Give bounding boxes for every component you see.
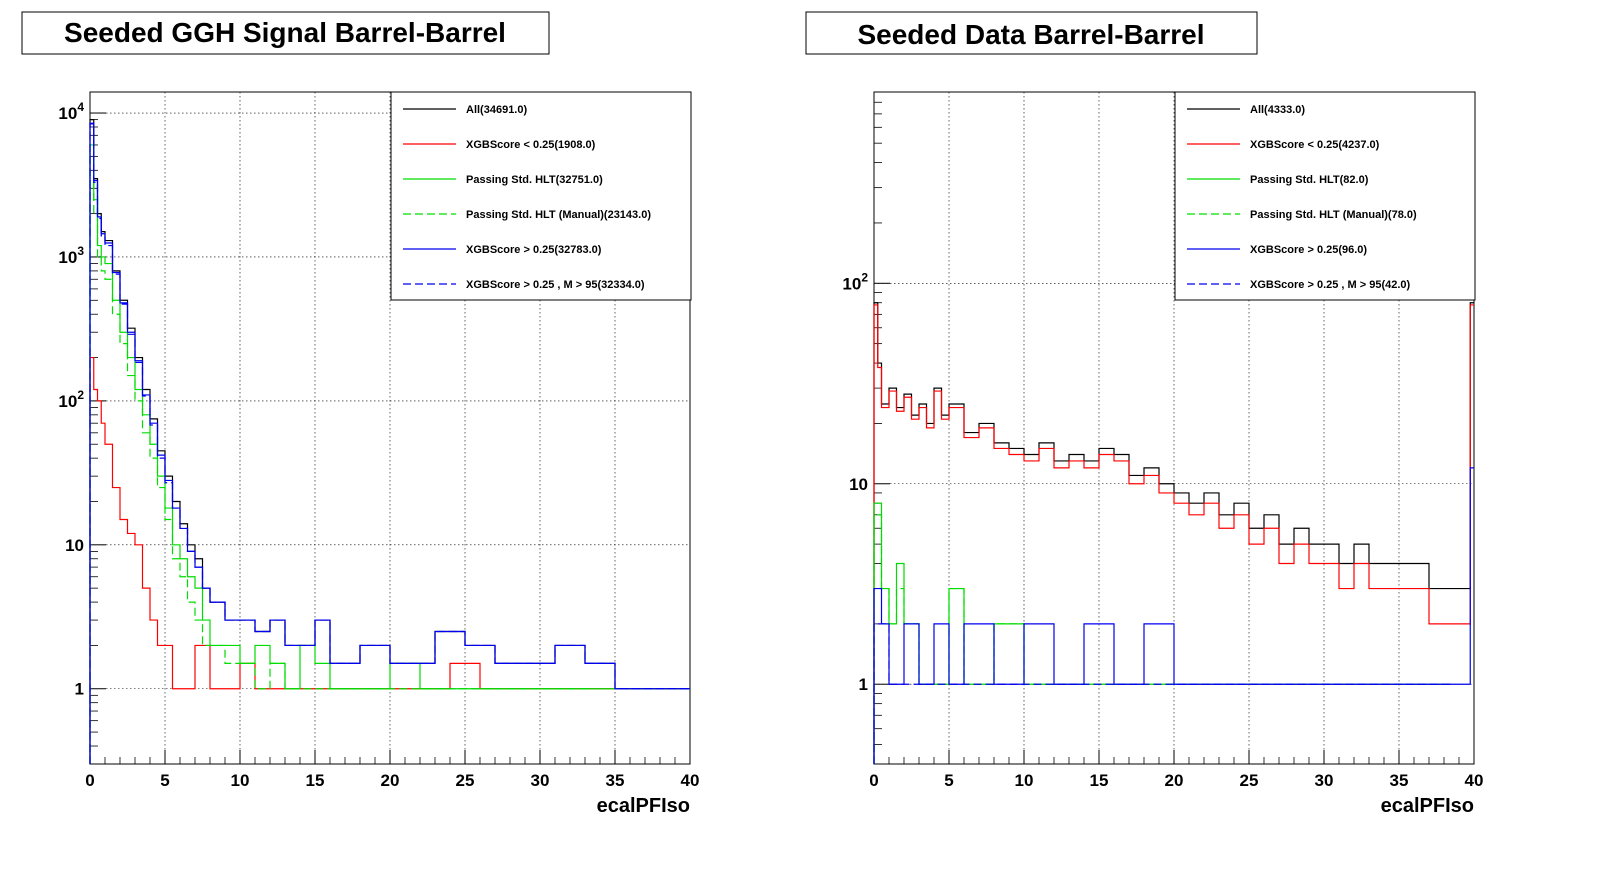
x-tick-label: 15	[306, 771, 325, 790]
chart-panel-data: Seeded Data Barrel-Barrel ecalPFIso 0 5 10…	[805, 11, 1484, 817]
legend-entry: XGBScore < 0.25(4237.0)	[1250, 139, 1380, 151]
x-tick-label: 5	[944, 771, 953, 790]
x-tick-label: 25	[456, 771, 475, 790]
series-line-5	[89, 123, 690, 764]
series-line-1	[89, 356, 690, 764]
legend-entry: XGBScore > 0.25 , M > 95(32334.0)	[466, 279, 645, 291]
y-tick-exponent: 3	[77, 244, 84, 258]
x-tick-label: 10	[231, 771, 250, 790]
y-tick-label: 10	[65, 536, 84, 555]
x-tick-label: 0	[869, 771, 878, 790]
x-tick-label: 30	[1315, 771, 1334, 790]
legend-entry: Passing Std. HLT(82.0)	[1250, 174, 1369, 186]
chart-title: Seeded GGH Signal Barrel-Barrel	[64, 17, 506, 48]
legend-entry: XGBScore < 0.25(1908.0)	[466, 139, 596, 151]
y-tick-exponent: 4	[77, 100, 84, 114]
x-tick-label: 0	[85, 771, 94, 790]
series-line-3	[873, 514, 1392, 764]
y-tick-label: 1	[859, 675, 868, 694]
y-tick-exponent: 2	[861, 270, 868, 284]
x-axis-label: ecalPFIso	[597, 795, 690, 817]
x-tick-label: 40	[681, 771, 700, 790]
x-tick-label: 25	[1240, 771, 1259, 790]
legend-entry: XGBScore > 0.25(96.0)	[1250, 244, 1367, 256]
series-line-3	[89, 155, 593, 764]
x-tick-label: 35	[606, 771, 625, 790]
title-box	[805, 11, 1258, 55]
series-line-1	[873, 304, 1474, 764]
legend-entry: Passing Std. HLT (Manual)(23143.0)	[466, 209, 651, 221]
x-tick-label: 40	[1465, 771, 1484, 790]
title-box	[21, 11, 550, 55]
chart-title: Seeded Data Barrel-Barrel	[857, 19, 1204, 50]
y-tick-label: 1	[75, 680, 84, 699]
legend-entry: Passing Std. HLT (Manual)(78.0)	[1250, 209, 1417, 221]
x-tick-label: 30	[531, 771, 550, 790]
y-tick-exponent: 2	[77, 388, 84, 402]
legend-box	[390, 91, 692, 301]
legend-entry: XGBScore > 0.25(32783.0)	[466, 244, 602, 256]
chart-panel-ggh-signal: Seeded GGH Signal Barrel-Barrel ecalPFIs…	[21, 11, 700, 817]
x-tick-label: 5	[160, 771, 169, 790]
y-tick-label: 104	[58, 100, 84, 123]
series-line-5	[873, 623, 1452, 764]
x-tick-label: 20	[1165, 771, 1184, 790]
y-tick-label: 103	[58, 244, 84, 267]
y-tick-label: 102	[58, 388, 84, 411]
x-tick-label: 15	[1090, 771, 1109, 790]
legend-entry: All(4333.0)	[1250, 104, 1305, 116]
y-tick-label: 102	[842, 270, 868, 293]
legend-entry: Passing Std. HLT(32751.0)	[466, 174, 603, 186]
x-tick-label: 35	[1390, 771, 1409, 790]
legend-entry: All(34691.0)	[466, 104, 527, 116]
legend-box	[1174, 91, 1476, 301]
x-tick-label: 20	[381, 771, 400, 790]
y-tick-label: 10	[849, 475, 868, 494]
legend-entry: XGBScore > 0.25 , M > 95(42.0)	[1250, 279, 1411, 291]
x-tick-label: 10	[1015, 771, 1034, 790]
x-axis-label: ecalPFIso	[1381, 795, 1474, 817]
